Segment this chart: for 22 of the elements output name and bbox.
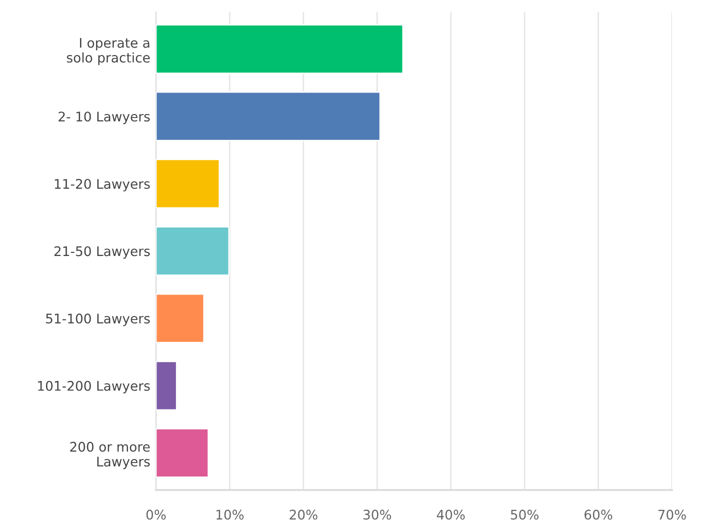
x-tick-label: 60%	[584, 510, 612, 520]
bar	[156, 91, 381, 142]
y-tick-label: 2- 10 Lawyers	[58, 112, 150, 124]
y-tick-label: 51-100 Lawyers	[46, 314, 150, 326]
x-tick-label: 20%	[290, 510, 318, 520]
bar	[156, 226, 230, 276]
x-tick-label: 70%	[658, 510, 686, 520]
x-tick-label: 0%	[146, 510, 166, 520]
x-tick-label: 10%	[216, 510, 244, 520]
bar	[156, 360, 178, 411]
y-tick-label: 21-50 Lawyers	[54, 246, 150, 259]
x-tick-label: 50%	[510, 510, 539, 520]
bar	[156, 428, 210, 478]
y-tick-label: 11-20 Lawyers	[54, 178, 150, 192]
bar	[156, 158, 220, 209]
y-tick-label: 101-200 Lawyers	[38, 380, 150, 394]
bar	[156, 24, 404, 74]
y-tick-label: I operate a solo practice	[66, 38, 150, 66]
x-tick-label: 30%	[363, 510, 392, 520]
y-tick-label: 200 or more Lawyers	[70, 442, 150, 470]
x-tick-label: 40%	[436, 510, 465, 520]
bar	[156, 293, 205, 344]
